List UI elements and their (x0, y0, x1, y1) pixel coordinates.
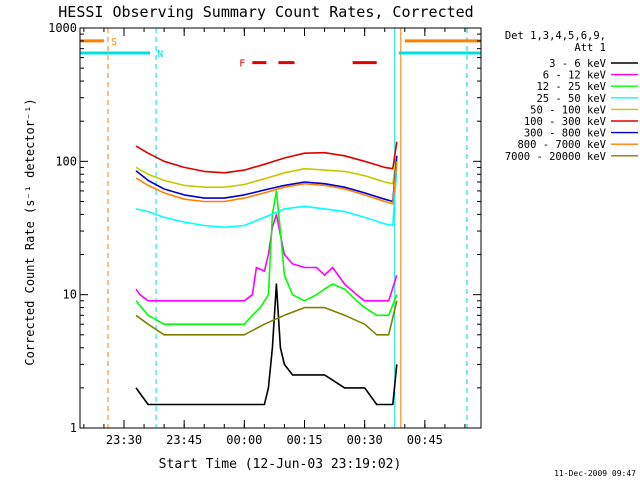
series-line-3 (135, 167, 398, 229)
y-tick-label-3: 1000 (48, 21, 77, 35)
flag-label-f: F (239, 59, 245, 70)
legend-title-line-1: Att 1 (574, 42, 606, 54)
legend-label-0: 3 - 6 keV (549, 58, 607, 70)
x-tick-label-2: 00:00 (226, 433, 262, 447)
series-line-4 (135, 155, 398, 188)
y-tick-label-1: 10 (63, 288, 77, 302)
timestamp: 11-Dec-2009 09:47 (554, 469, 636, 478)
legend-title-line-0: Det 1,3,4,5,6,9, (505, 30, 606, 42)
y-tick-label-2: 100 (55, 154, 77, 168)
legend-label-6: 300 - 800 keV (524, 128, 607, 140)
legend-label-7: 800 - 7000 keV (517, 139, 606, 151)
plot-frame (79, 27, 482, 429)
flag-label-n: N (157, 49, 163, 60)
series-line-2 (135, 190, 398, 326)
series-line-8 (135, 300, 398, 336)
legend-label-2: 12 - 25 keV (536, 81, 606, 93)
series-line-5 (135, 141, 398, 174)
x-tick-label-0: 23:30 (106, 433, 142, 447)
plot-area: S N F (80, 28, 481, 428)
y-tick-label-0: 1 (70, 421, 77, 435)
series-line-1 (135, 213, 398, 302)
series-line-7 (135, 161, 398, 205)
x-tick-label-1: 23:45 (166, 433, 202, 447)
axes: 1 10 100 1000 23:30 23:45 00:00 00:15 00:30 00:45 (48, 21, 481, 447)
legend-label-1: 6 - 12 keV (543, 70, 607, 82)
chart-title: HESSI Observing Summary Count Rates, Cor… (58, 3, 473, 21)
series-line-6 (135, 155, 398, 203)
x-axis-label: Start Time (12-Jun-03 23:19:02) (159, 457, 402, 472)
y-axis-label: Corrected Count Rate (s⁻¹ detector⁻¹) (23, 98, 37, 365)
legend-label-4: 50 - 100 keV (530, 104, 607, 116)
series-line-0 (135, 283, 398, 406)
x-tick-label-3: 00:15 (286, 433, 322, 447)
x-tick-label-4: 00:30 (347, 433, 383, 447)
legend-label-8: 7000 - 20000 keV (505, 151, 607, 163)
legend-label-5: 100 - 300 keV (524, 116, 607, 128)
legend-label-3: 25 - 50 keV (536, 93, 606, 105)
x-tick-label-5: 00:45 (407, 433, 443, 447)
flag-label-s: S (111, 37, 117, 48)
